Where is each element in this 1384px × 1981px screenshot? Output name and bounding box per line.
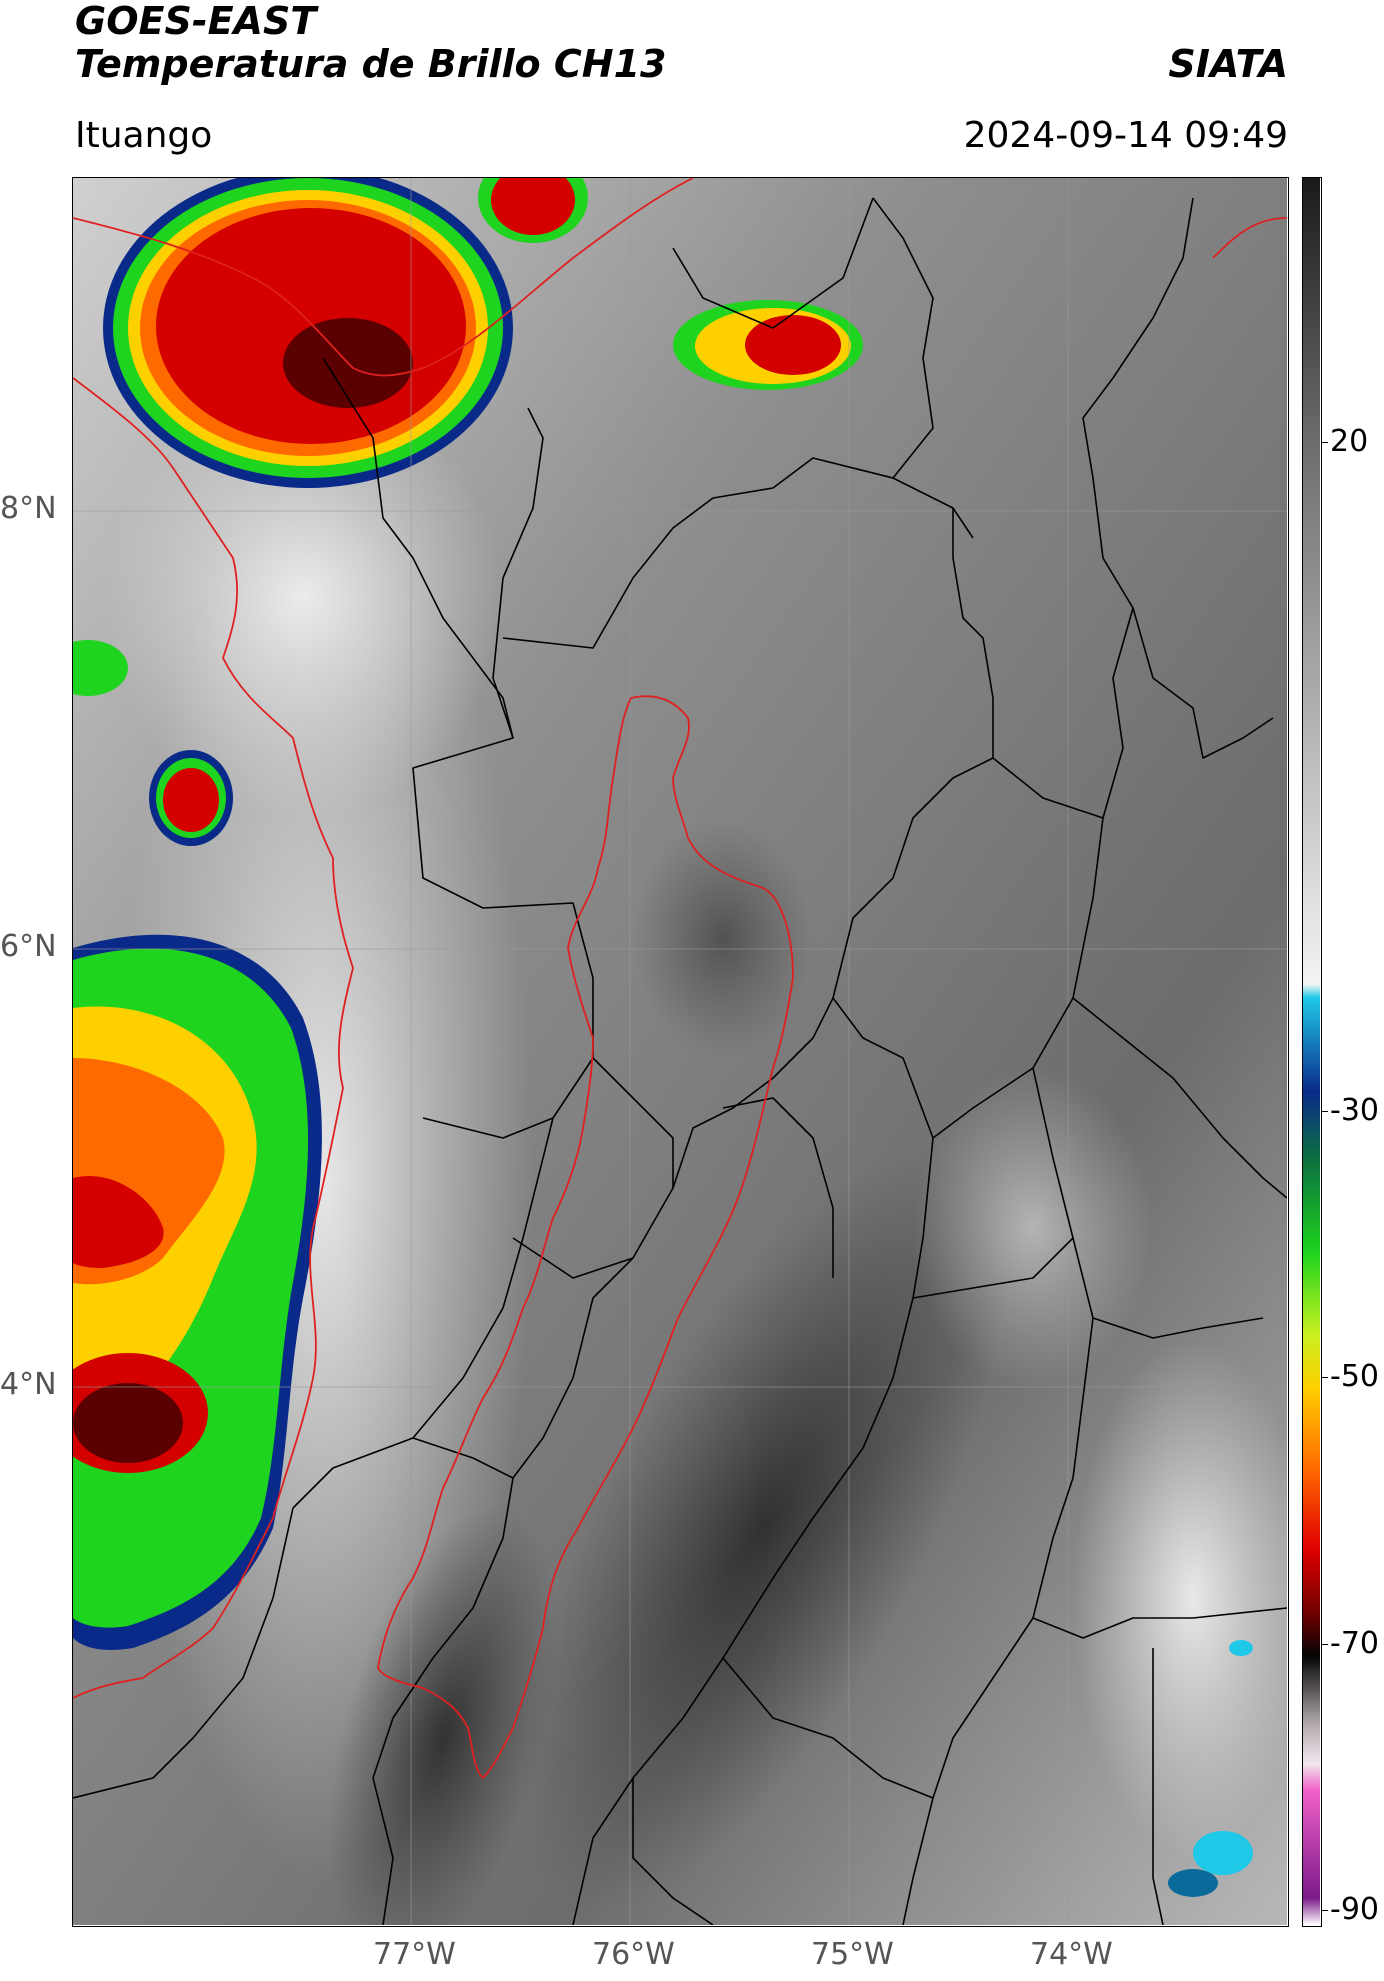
coastline-and-basin (73, 178, 1287, 1779)
lat-label-6n: 6°N (0, 929, 57, 964)
cold-patch-east (913, 1068, 1153, 1388)
warm-valley-magdalena (520, 1149, 1006, 1907)
storm-cell-northwest (103, 178, 588, 488)
lon-label-76w: 76°W (592, 1937, 675, 1972)
cold-haze-north (103, 378, 503, 818)
colorbar (1302, 177, 1322, 1927)
warm-valley-north (633, 818, 813, 1058)
department-borders (73, 197, 1287, 1925)
storm-cell-north-central (673, 300, 863, 390)
lon-label-74w: 74°W (1030, 1937, 1113, 1972)
graticule (73, 178, 1287, 1925)
colorbar-canvas (1303, 178, 1320, 1925)
timestamp-label: 2024-09-14 09:49 (963, 115, 1288, 156)
lon-label-77w: 77°W (373, 1937, 456, 1972)
colorbar-tick-minus30: -30 (1322, 1093, 1379, 1128)
storm-cell-southeast (1168, 1640, 1253, 1897)
colorbar-tick-minus70: -70 (1322, 1626, 1379, 1661)
lat-label-8n: 8°N (0, 491, 57, 526)
warm-valley-cauca (328, 1504, 558, 1925)
brand-label: SIATA (1168, 42, 1288, 86)
storm-cell-pacific (73, 934, 322, 1650)
product-title: GOES-EAST (75, 0, 317, 43)
lat-label-4n: 4°N (0, 1367, 57, 1402)
lon-label-75w: 75°W (811, 1937, 894, 1972)
map-canvas (73, 178, 1287, 1925)
storm-cell-small-west (73, 640, 233, 846)
colorbar-tick-minus90: -90 (1322, 1892, 1379, 1927)
product-subtitle: Temperatura de Brillo CH13 (75, 42, 667, 86)
satellite-map (72, 177, 1289, 1927)
colorbar-tick-20: 20 (1321, 424, 1369, 459)
region-label: Ituango (75, 115, 213, 156)
cold-patch-southeast (1073, 1338, 1287, 1858)
colorbar-gradient (1303, 178, 1320, 1925)
colorbar-tick-minus50: -50 (1322, 1359, 1379, 1394)
